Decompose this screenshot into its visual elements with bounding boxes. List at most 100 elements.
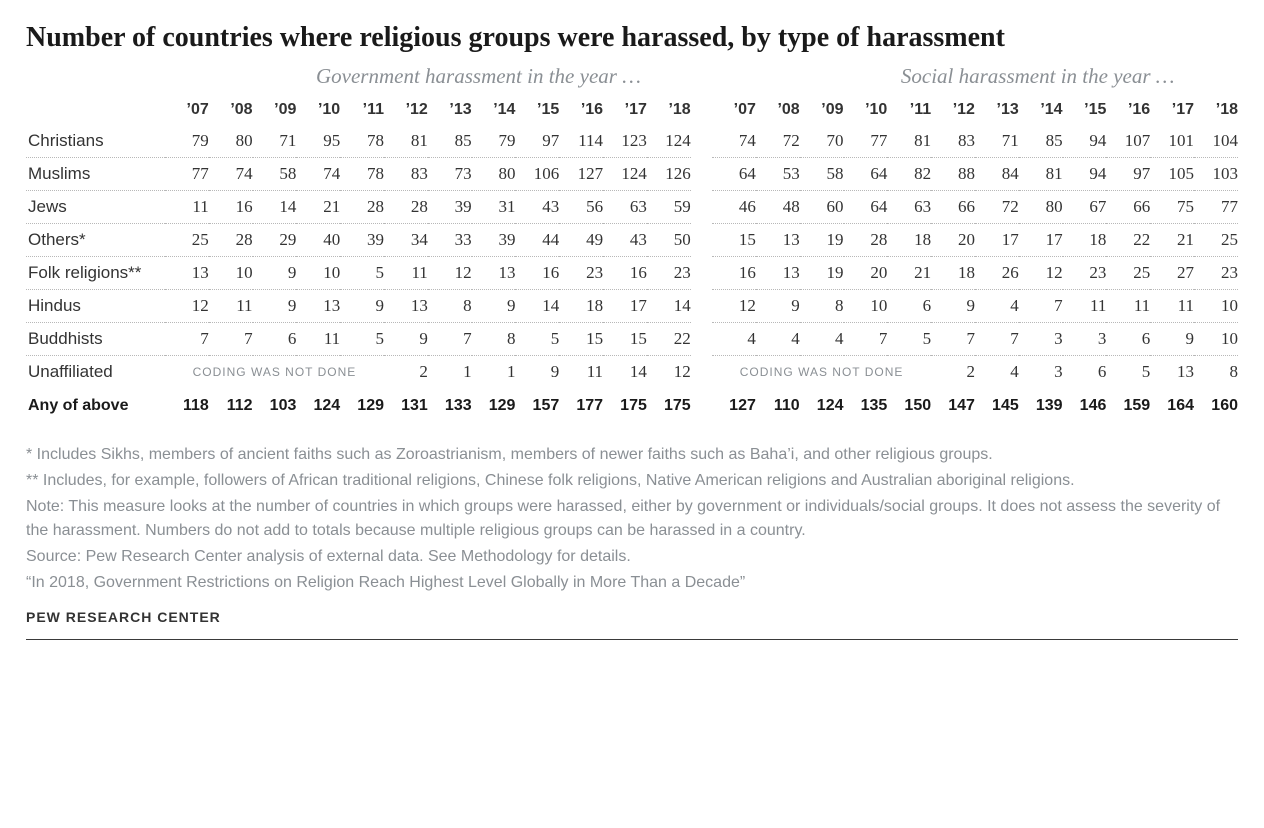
table-cell: 46 [712,191,756,224]
table-cell: 58 [253,158,297,191]
table-cell: 14 [515,290,559,323]
table-cell: 7 [1019,290,1063,323]
year-head: ’12 [931,95,975,125]
table-cell: 3 [1063,323,1107,356]
table-cell: Jews [26,191,165,224]
year-head: ’09 [253,95,297,125]
table-cell: 49 [559,224,603,257]
table-cell: 15 [603,323,647,356]
year-head: ’10 [844,95,888,125]
table-cell: 105 [1150,158,1194,191]
table-cell: 23 [1063,257,1107,290]
table-cell: 59 [647,191,691,224]
table-cell: 12 [1019,257,1063,290]
table-cell: 5 [340,323,384,356]
table-cell: 77 [165,158,209,191]
table-cell: 10 [1194,323,1238,356]
table-cell: 60 [800,191,844,224]
coding-not-done-soc: CODING WAS NOT DONE [712,356,931,389]
year-head: ’14 [1019,95,1063,125]
table-cell: 28 [844,224,888,257]
table-cell: 80 [209,125,253,158]
column-group-labels: Government harassment in the year … Soci… [26,64,1238,89]
table-cell: 17 [975,224,1019,257]
table-cell: 15 [559,323,603,356]
brand-label: PEW RESEARCH CENTER [26,609,1238,625]
table-cell: 9 [756,290,800,323]
table-cell: 27 [1150,257,1194,290]
table-cell: 97 [1106,158,1150,191]
table-cell: 26 [975,257,1019,290]
table-cell: 40 [296,224,340,257]
table-cell: 94 [1063,125,1107,158]
table-cell: 83 [931,125,975,158]
table-cell: 160 [1194,388,1238,421]
footnotes: * Includes Sikhs, members of ancient fai… [26,443,1238,595]
table-cell: 14 [253,191,297,224]
table-cell: 81 [1019,158,1063,191]
year-head: ’09 [800,95,844,125]
table-cell: 85 [1019,125,1063,158]
table-cell: 13 [384,290,428,323]
table-cell: 7 [165,323,209,356]
table-cell: 7 [428,323,472,356]
table-cell: 80 [472,158,516,191]
table-cell: 103 [1194,158,1238,191]
table-cell: 157 [515,388,559,421]
table-cell: 70 [800,125,844,158]
table-cell: 9 [931,290,975,323]
table-cell: 110 [756,388,800,421]
table-cell: 64 [844,191,888,224]
table-cell: 10 [296,257,340,290]
table-cell: 81 [887,125,931,158]
table-cell: 5 [887,323,931,356]
year-head: ’12 [384,95,428,125]
table-cell: Unaffiliated [26,356,165,389]
table-cell: 95 [296,125,340,158]
table-cell: 84 [975,158,1019,191]
table-cell [691,323,712,356]
table-cell: 131 [384,388,428,421]
table-cell: 74 [296,158,340,191]
year-head: ’11 [887,95,931,125]
table-cell: 63 [887,191,931,224]
table-cell: 4 [975,290,1019,323]
table-cell: 11 [384,257,428,290]
table-cell [691,290,712,323]
table-cell: 66 [1106,191,1150,224]
table-cell: 6 [253,323,297,356]
year-head: ’15 [1063,95,1107,125]
year-head: ’15 [515,95,559,125]
table-cell: 79 [165,125,209,158]
year-head: ’13 [975,95,1019,125]
table-cell: 8 [800,290,844,323]
table-cell: 1 [428,356,472,389]
table-cell: 75 [1150,191,1194,224]
table-cell: 18 [1063,224,1107,257]
table-cell: 17 [603,290,647,323]
table-cell: 4 [712,323,756,356]
table-cell: 15 [712,224,756,257]
table-cell: 4 [756,323,800,356]
table-cell: 48 [756,191,800,224]
table-cell: 13 [472,257,516,290]
table-cell: 17 [1019,224,1063,257]
table-row: Hindus1211913913891418171412981069471111… [26,290,1238,323]
table-cell: 23 [647,257,691,290]
table-cell: 25 [1106,257,1150,290]
table-cell: 139 [1019,388,1063,421]
table-cell: 112 [209,388,253,421]
table-cell: 9 [340,290,384,323]
table-cell: 8 [428,290,472,323]
table-cell: 123 [603,125,647,158]
table-cell: 11 [1150,290,1194,323]
table-cell: 9 [253,257,297,290]
table-cell: 9 [253,290,297,323]
table-cell: Others* [26,224,165,257]
table-cell: Hindus [26,290,165,323]
table-cell: 71 [975,125,1019,158]
table-cell: 19 [800,257,844,290]
table-cell: 20 [931,224,975,257]
table-cell: 9 [1150,323,1194,356]
table-cell: 11 [296,323,340,356]
